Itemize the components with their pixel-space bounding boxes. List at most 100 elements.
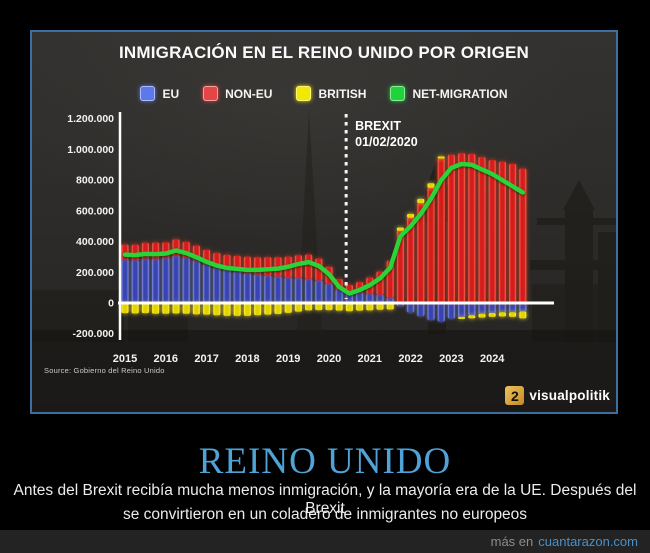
bar-british — [131, 303, 139, 314]
brexit-annotation-title: BREXIT — [355, 119, 401, 133]
bar-eu — [305, 278, 313, 303]
immigration-chart: 1.200.000 1.000.000 800.000 600.000 400.000 2… — [67, 112, 554, 365]
bar-eu — [162, 257, 170, 303]
bar-british — [488, 312, 496, 317]
bar-british — [213, 303, 221, 316]
bar-british — [141, 303, 149, 314]
bar-british — [519, 311, 527, 319]
visualpolitik-logo-icon: 2 — [505, 386, 525, 405]
legend-label-noneu: NON-EU — [225, 86, 273, 101]
bar-british — [498, 312, 506, 317]
bar-british — [254, 303, 262, 316]
bar-eu — [325, 283, 333, 303]
bar-british — [335, 303, 343, 311]
bar-noneu — [264, 257, 272, 276]
bar-british — [305, 303, 313, 311]
bar-british — [509, 312, 517, 317]
bar-british — [264, 303, 272, 315]
bar-eu — [447, 303, 455, 319]
y-tick-label: 0 — [108, 298, 114, 310]
net-migration-line — [122, 161, 526, 296]
bar-british — [437, 156, 445, 159]
bar-eu — [254, 274, 262, 303]
bar-eu — [407, 303, 415, 313]
y-tick-label: 600.000 — [76, 205, 114, 217]
bar-eu — [509, 303, 517, 313]
bar-noneu — [478, 157, 486, 303]
legend-label-british: BRITISH — [318, 86, 367, 101]
bar-british — [407, 213, 415, 218]
bar-noneu — [131, 244, 139, 261]
bar-eu — [498, 303, 506, 313]
bar-british — [478, 313, 486, 318]
bar-noneu — [305, 254, 313, 279]
y-tick-label: 1.200.000 — [67, 113, 114, 125]
brexit-annotation-date: 01/02/2020 — [355, 135, 418, 149]
bar-noneu — [121, 244, 129, 260]
y-tick-label: 400.000 — [76, 236, 114, 248]
bar-british — [366, 303, 374, 311]
source-label: Source: Gobierno del Reino Unido — [44, 366, 165, 375]
bar-british — [396, 227, 404, 231]
x-tick-label: 2016 — [154, 353, 178, 365]
footer-bar: más en cuantarazon.com — [0, 530, 650, 553]
legend-item-eu: EU — [140, 86, 179, 101]
x-tick-label: 2023 — [439, 353, 463, 365]
bar-eu — [437, 303, 445, 322]
x-tick-label: 2024 — [480, 353, 505, 365]
bar-eu — [243, 272, 251, 303]
bar-eu — [141, 258, 149, 303]
x-tick-label: 2019 — [276, 353, 300, 365]
bar-eu — [356, 292, 364, 303]
legend-swatch-noneu — [203, 86, 219, 101]
chart-title: INMIGRACIÓN EN EL REINO UNIDO POR ORIGEN — [118, 43, 530, 62]
x-tick-label: 2021 — [358, 353, 382, 365]
bar-eu — [376, 294, 384, 303]
x-tick-label: 2015 — [113, 353, 137, 365]
bar-noneu — [437, 158, 445, 303]
footer-more-text: más en — [490, 534, 534, 549]
bar-eu — [468, 303, 476, 316]
bar-british — [233, 303, 241, 316]
bar-british — [325, 303, 333, 311]
bar-eu — [458, 303, 466, 317]
footer-site-link[interactable]: cuantarazon.com — [538, 534, 638, 549]
infographic-panel: INMIGRACIÓN EN EL REINO UNIDO POR ORIGEN… — [32, 32, 616, 412]
x-tick-label: 2020 — [317, 353, 341, 365]
visualpolitik-logo-text: visualpolitik — [529, 388, 610, 403]
bar-british — [315, 303, 323, 311]
bar-noneu — [519, 168, 527, 303]
bar-eu — [203, 264, 211, 303]
bar-british — [192, 303, 200, 315]
bar-british — [458, 316, 466, 319]
bar-british — [182, 303, 190, 314]
meme-title: REINO UNIDO — [198, 441, 452, 482]
x-tick-label: 2022 — [398, 353, 422, 365]
bar-noneu — [447, 154, 455, 303]
bar-british — [284, 303, 292, 313]
bar-eu — [417, 303, 425, 317]
bar-eu — [478, 303, 486, 314]
bar-eu — [152, 258, 160, 303]
bar-british — [162, 303, 170, 314]
caption-line-1: Antes del Brexit recibía mucha menos inm… — [13, 482, 637, 517]
bar-eu — [519, 303, 527, 312]
british-bars — [121, 156, 527, 319]
y-tick-label: 1.000.000 — [67, 144, 114, 156]
legend-item-noneu: NON-EU — [203, 86, 272, 101]
bar-british — [468, 315, 476, 319]
x-tick-label: 2017 — [194, 353, 218, 365]
bar-eu — [172, 255, 180, 303]
bar-eu — [294, 277, 302, 303]
legend-item-british: BRITISH — [296, 86, 366, 101]
bar-british — [203, 303, 211, 315]
bar-eu — [345, 292, 353, 303]
bar-british — [294, 303, 302, 312]
bar-british — [345, 303, 353, 312]
tower-bridge-silhouette — [530, 180, 616, 342]
legend-swatch-british — [296, 86, 312, 101]
bar-noneu — [488, 160, 496, 303]
bar-noneu — [427, 187, 435, 303]
bar-eu — [233, 271, 241, 303]
bar-noneu — [458, 153, 466, 303]
